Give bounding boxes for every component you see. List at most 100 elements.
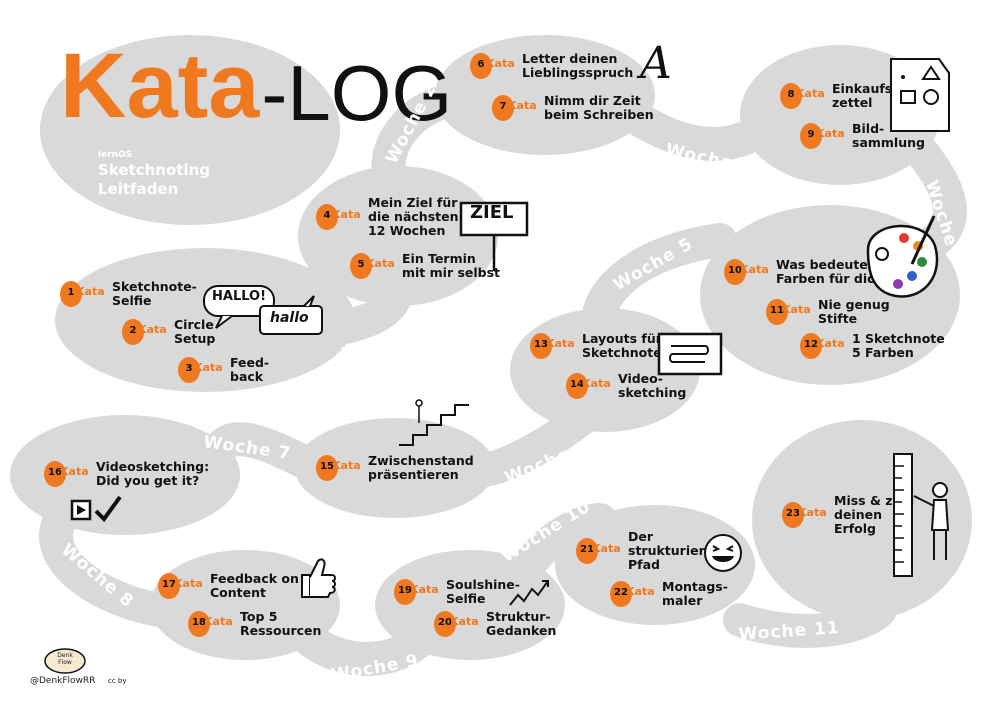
kata-item-text: Layouts für Sketchnotes — [582, 331, 670, 360]
thumbs-up-icon — [301, 558, 336, 598]
kata-item-8: 8 Kata Einkaufs- zettel — [780, 82, 897, 110]
kata-item-11: 11 Kata Nie genug Stifte — [766, 298, 890, 326]
speech-bubbles-icon — [203, 285, 323, 335]
kata-number: 6 — [477, 58, 485, 70]
stairs-icon — [399, 399, 469, 446]
goal-sign-icon — [459, 201, 529, 271]
kata-badge-label: Kata — [816, 336, 845, 350]
kata-item-text: Zwischenstand präsentieren — [368, 453, 474, 482]
title-log: -LOG — [261, 49, 453, 137]
kata-item-text: Nimm dir Zeit beim Schreiben — [544, 93, 654, 122]
kata-badge: 6 Kata — [470, 52, 515, 79]
kata-item-13: 13 Kata Layouts für Sketchnotes — [530, 332, 669, 360]
kata-badge: 16 Kata — [44, 460, 89, 487]
kata-number: 19 — [398, 584, 412, 596]
kata-item-4: 4 Kata Mein Ziel für die nächsten 12 Woche… — [316, 196, 459, 237]
kata-badge-label: Kata — [174, 576, 203, 590]
kata-item-text: Letter deinen Lieblingsspruch — [522, 51, 634, 80]
kata-number: 15 — [320, 460, 334, 472]
kata-number: 20 — [438, 616, 452, 628]
kata-badge-label: Kata — [138, 322, 167, 336]
kata-badge: 23 Kata — [782, 501, 827, 528]
kata-item-20: 20 Kata Struktur- Gedanken — [434, 610, 556, 638]
play-check-icon — [70, 495, 122, 523]
kata-badge-label: Kata — [450, 614, 479, 628]
kata-badge: 10 Kata — [724, 258, 769, 285]
kata-badge-label: Kata — [194, 360, 223, 374]
shopping-list-icon — [890, 58, 950, 132]
ziel-text: ZIEL — [470, 202, 514, 223]
kata-badge: 7 Kata — [492, 94, 537, 121]
kata-item-text: Video- sketching — [618, 371, 687, 400]
blob-week6 — [295, 418, 495, 518]
kata-number: 5 — [357, 258, 365, 270]
kata-number: 18 — [192, 616, 206, 628]
ruler-figure-icon — [893, 453, 950, 577]
kata-item-text: Struktur- Gedanken — [486, 609, 557, 638]
kata-item-22: 22 Kata Montags- maler — [610, 580, 728, 608]
kata-number: 11 — [770, 304, 784, 316]
kata-item-text: Mein Ziel für die nächsten 12 Wochen — [368, 195, 459, 238]
kata-badge-label: Kata — [410, 582, 439, 596]
kata-badge-label: Kata — [546, 336, 575, 350]
kata-badge-label: Kata — [508, 98, 537, 112]
kata-item-text: Bild- sammlung — [852, 121, 925, 150]
hallo-lower-text: hallo — [270, 310, 309, 326]
kata-item-7: 7 Kata Nimm dir Zeit beim Schreiben — [492, 94, 654, 122]
kata-item-5: 5 Kata Ein Termin mit mir selbst — [350, 252, 500, 280]
kata-badge: 3 Kata — [178, 356, 223, 383]
blob-week5 — [510, 308, 700, 432]
kata-badge-label: Kata — [76, 284, 105, 298]
license-label: cc by — [108, 677, 127, 685]
kata-badge-label: Kata — [332, 458, 361, 472]
kata-badge: 17 Kata — [158, 572, 203, 599]
kata-badge: 11 Kata — [766, 298, 811, 325]
kata-badge: 8 Kata — [780, 82, 825, 109]
kata-badge: 2 Kata — [122, 318, 167, 345]
kata-badge-label: Kata — [332, 207, 361, 221]
kata-item-text: Circle Setup — [174, 317, 216, 346]
kata-badge: 5 Kata — [350, 252, 395, 279]
kata-item-14: 14 Kata Video- sketching — [566, 372, 686, 400]
kata-badge-label: Kata — [796, 86, 825, 100]
kata-badge-label: Kata — [626, 584, 655, 598]
kata-item-21: 21 Kata Der strukturierte Pfad — [576, 530, 719, 571]
kata-number: 16 — [48, 466, 62, 478]
kata-item-text: Einkaufs- zettel — [832, 81, 898, 110]
kata-number: 17 — [162, 578, 176, 590]
kata-item-text: Soulshine- Selfie — [446, 577, 520, 606]
blob-week1 — [55, 248, 355, 392]
kata-number: 1 — [67, 286, 75, 298]
kata-badge-label: Kata — [782, 302, 811, 316]
kata-item-text: Ein Termin mit mir selbst — [402, 251, 501, 280]
kata-item-text: Nie genug Stifte — [818, 297, 890, 326]
kata-item-text: Feedback on Content — [210, 571, 299, 600]
ruler-ticks — [894, 465, 904, 563]
kata-number: 8 — [787, 88, 795, 100]
kata-item-17: 17 Kata Feedback on Content — [158, 572, 299, 600]
author-handle: @DenkFlowRR — [30, 676, 96, 686]
kata-item-6: 6 Kata Letter deinen Lieblingsspruch — [470, 52, 633, 80]
kata-badge-label: Kata — [798, 505, 827, 519]
kata-badge: 13 Kata — [530, 332, 575, 359]
kata-item-12: 12 Kata 1 Sketchnote 5 Farben — [800, 332, 945, 360]
kata-badge: 15 Kata — [316, 454, 361, 481]
denkflow-logo — [44, 648, 86, 674]
kata-item-text: Videosketching: Did you get it? — [96, 459, 210, 488]
subtitle-leitfaden: Leitfaden — [98, 180, 179, 198]
kata-number: 3 — [185, 362, 193, 374]
kata-badge-label: Kata — [582, 376, 611, 390]
kata-badge-label: Kata — [740, 262, 769, 276]
kata-item-18: 18 Kata Top 5 Ressourcen — [188, 610, 321, 638]
kata-item-2: 2 Kata Circle Setup — [122, 318, 215, 346]
kata-item-text: 1 Sketchnote 5 Farben — [852, 331, 945, 360]
path-connectors — [39, 83, 967, 676]
kata-badge-label: Kata — [366, 256, 395, 270]
kata-number: 14 — [570, 378, 584, 390]
blob-week11 — [752, 420, 972, 620]
kata-badge: 20 Kata — [434, 610, 479, 637]
kata-badge-label: Kata — [486, 56, 515, 70]
kata-badge: 18 Kata — [188, 610, 233, 637]
